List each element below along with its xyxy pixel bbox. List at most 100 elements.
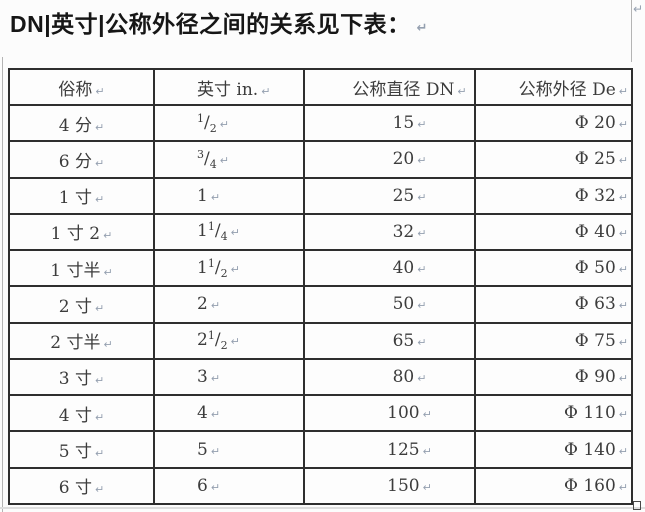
page-title: DN|英寸|公称外径之间的关系见下表： ↵ [10,5,428,39]
cell-de: Φ 63 ↵ [474,285,633,324]
end-of-cell-mark: ↵ [230,335,240,349]
header-nominal-diameter-dn: 公称直径 DN ↵ [303,68,476,106]
table-header: 俗称 ↵ 英寸 in. ↵ 公称直径 DN ↵ 公称外径 De ↵ [8,68,633,106]
cell-common-name: 1 寸半 ↵ [8,249,155,288]
inch-whole-number: 3 [197,366,208,387]
table-row: 6 寸 ↵ 6 ↵ 150 ↵ Φ 160 ↵ [8,466,633,506]
end-of-cell-mark: ↵ [618,408,628,422]
header-label: 公称外径 De [518,79,616,100]
table-row: 1 寸半 ↵ 11/2 ↵ 40 ↵ Φ 50 ↵ [8,249,633,288]
header-inch: 英寸 in. ↵ [153,68,305,106]
cell-common-name: 4 寸 ↵ [8,394,155,433]
end-of-cell-mark: ↵ [95,410,105,424]
cell-de: Φ 110 ↵ [474,394,633,433]
table-row: 3 寸 ↵ 3 ↵ 80 ↵ Φ 90 ↵ [8,357,633,397]
inch-whole-number: 1 [197,185,208,206]
cell-de: Φ 90 ↵ [474,357,633,397]
cell-inch: 4 ↵ [153,394,305,433]
cell-dn: 150 ↵ [303,466,476,506]
end-of-cell-mark: ↵ [618,226,628,240]
inch-whole-number: 1 [197,257,208,278]
fraction-slash: / [204,112,210,133]
inch-whole-number: 2 [197,330,208,351]
fraction-denominator: 2 [209,121,217,135]
end-of-cell-mark: ↵ [103,338,113,352]
end-of-cell-mark: ↵ [422,444,432,458]
cell-inch: 3 ↵ [153,357,305,397]
inch-whole-number: 6 [197,475,208,496]
end-of-cell-mark: ↵ [95,120,105,134]
end-of-cell-mark: ↵ [95,193,105,207]
fraction-denominator: 2 [220,266,228,280]
header-label: 英寸 in. [197,79,259,100]
page-margin-line-right [631,0,632,62]
cell-de: Φ 50 ↵ [474,249,633,288]
cell-dn: 25 ↵ [303,176,476,215]
cell-inch: 3/4 ↵ [153,140,305,179]
cell-common-name: 1 寸 ↵ [8,176,155,215]
page-bottom-edge [0,507,645,509]
cell-common-name: 5 寸 ↵ [8,430,155,469]
fraction-denominator: 4 [220,230,228,244]
cell-dn: 65 ↵ [303,321,476,360]
end-of-cell-mark: ↵ [457,84,467,98]
cell-inch: 2 ↵ [153,285,305,324]
inch-whole-number: 4 [197,403,208,424]
end-of-cell-mark: ↵ [103,265,113,279]
cell-de: Φ 40 ↵ [474,212,633,252]
end-of-cell-mark: ↵ [210,371,221,385]
cell-common-name: 6 寸 ↵ [8,466,155,506]
end-of-cell-mark: ↵ [618,480,628,494]
end-of-cell-mark: ↵ [618,335,628,349]
end-of-cell-mark: ↵ [417,263,427,277]
cell-de: Φ 160 ↵ [474,466,633,506]
fraction-denominator: 2 [220,339,228,353]
cell-common-name: 1 寸 2 ↵ [8,212,155,252]
fraction-numerator: 3 [197,147,204,161]
end-of-cell-mark: ↵ [417,299,427,313]
fraction-slash: / [204,148,210,169]
cell-dn: 80 ↵ [303,357,476,397]
end-of-cell-mark: ↵ [618,371,628,385]
fraction-numerator: 1 [207,256,215,270]
cell-common-name: 2 寸 ↵ [8,285,155,324]
fraction-numerator: 1 [207,220,215,234]
end-of-cell-mark: ↵ [95,447,105,461]
cell-inch: 21/2 ↵ [153,321,305,360]
table-row: 4 寸 ↵ 4 ↵ 100 ↵ Φ 110 ↵ [8,394,633,433]
end-of-cell-mark: ↵ [210,408,221,422]
page-margin-line-left [2,57,3,512]
table-row: 5 寸 ↵ 5 ↵ 125 ↵ Φ 140 ↵ [8,430,633,469]
end-of-cell-mark: ↵ [618,190,628,204]
end-of-cell-mark: ↵ [417,335,427,349]
page-title-text: DN|英寸|公称外径之间的关系见下表： [10,11,411,37]
end-of-cell-mark: ↵ [219,117,229,131]
inch-whole-number: 5 [197,439,208,460]
table-row: 1 寸 2 ↵ 11/4 ↵ 32 ↵ Φ 40 ↵ [8,212,633,252]
dn-conversion-table: 俗称 ↵ 英寸 in. ↵ 公称直径 DN ↵ 公称外径 De ↵ 4 分 ↵ 1/2 ↵ 15… [8,68,633,506]
cell-de: Φ 20 ↵ [474,103,633,143]
cell-dn: 125 ↵ [303,430,476,469]
cell-inch: 1 ↵ [153,176,305,215]
cell-de: Φ 32 ↵ [474,176,633,215]
end-of-cell-mark: ↵ [618,444,628,458]
cell-inch: 5 ↵ [153,430,305,469]
header-row: 俗称 ↵ 英寸 in. ↵ 公称直径 DN ↵ 公称外径 De ↵ [8,68,633,106]
end-of-cell-mark: ↵ [618,154,628,168]
table-row: 2 寸 ↵ 2 ↵ 50 ↵ Φ 63 ↵ [8,285,633,324]
cell-common-name: 4 分 ↵ [8,103,155,143]
paragraph-return-mark: ↵ [416,21,428,36]
end-of-cell-mark: ↵ [219,153,229,167]
table-body: 4 分 ↵ 1/2 ↵ 15 ↵ Φ 20 ↵ 6 分 ↵ 3/4 ↵ 20 ↵ Φ 25 ↵ 1 寸 ↵ 1 ↵ 25… [8,103,633,506]
end-of-cell-mark: ↵ [95,301,105,315]
cell-de: Φ 75 ↵ [474,321,633,360]
cell-common-name: 3 寸 ↵ [8,357,155,397]
cell-de: Φ 25 ↵ [474,140,633,179]
table-resize-handle [633,501,641,510]
cell-dn: 100 ↵ [303,394,476,433]
end-of-cell-mark: ↵ [210,444,221,458]
fraction-numerator: 1 [207,329,215,343]
cell-inch: 1/2 ↵ [153,103,305,143]
end-of-cell-mark: ↵ [422,408,432,422]
cell-dn: 15 ↵ [303,103,476,143]
